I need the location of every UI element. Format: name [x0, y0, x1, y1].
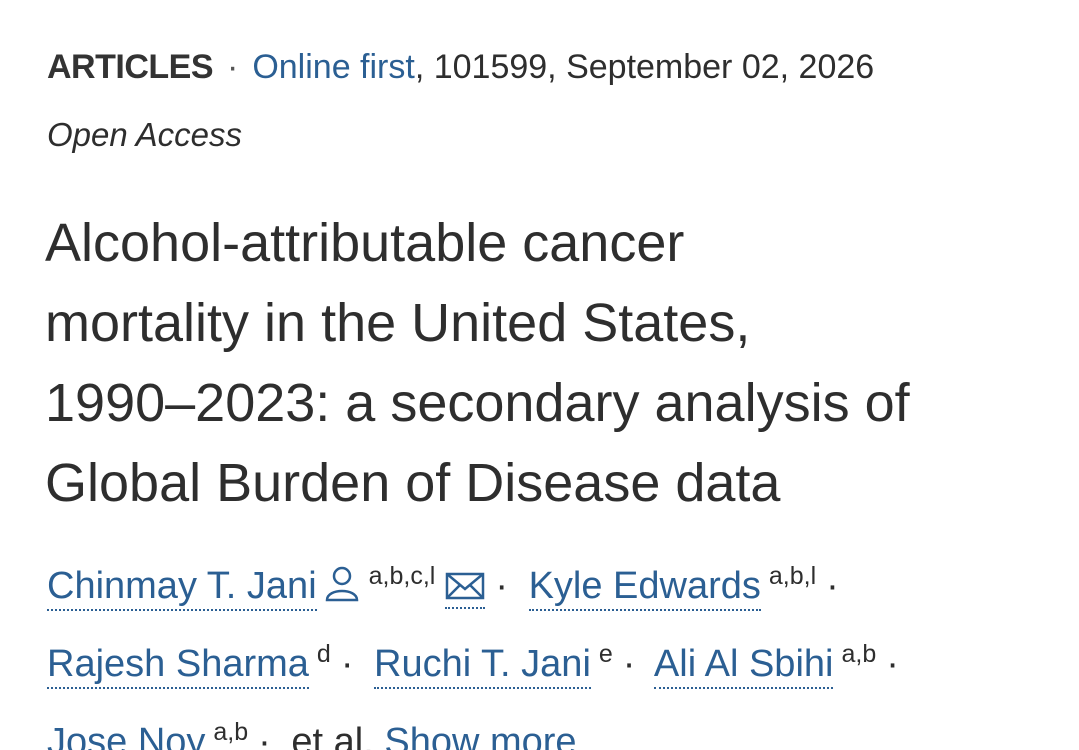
affiliations: a,b [213, 718, 249, 746]
author-name[interactable]: Kyle Edwards [528, 565, 761, 611]
separator: · [227, 48, 239, 86]
affiliations: a,b [841, 640, 877, 668]
section: ARTICLES [47, 48, 214, 86]
separator: · [340, 643, 354, 685]
author-name[interactable]: Chinmay T. Jani [47, 565, 317, 611]
author: Jose Noy a,b [47, 718, 249, 750]
separator: · [622, 643, 636, 685]
affiliations: e [598, 640, 613, 668]
title-line: mortality in the United States, [45, 293, 751, 353]
separator: · [886, 643, 899, 685]
author-name[interactable]: Ruchi T. Jani [374, 643, 591, 689]
person-icon[interactable] [323, 564, 361, 602]
article-title: Alcohol-attributable cancer mortality in … [45, 203, 910, 523]
author: Chinmay T. Jani a,b,c,l [47, 562, 486, 611]
separator: · [258, 721, 271, 750]
separator: · [495, 565, 508, 607]
affiliations: a,b,c,l [368, 562, 436, 590]
email-link[interactable] [445, 565, 486, 609]
title-line: Global Burden of Disease data [45, 453, 781, 513]
author: Ruchi T. Jani e [374, 640, 613, 689]
title-line: Alcohol-attributable cancer [45, 213, 685, 273]
affiliations: a,b,l [768, 562, 817, 590]
author: Ali Al Sbihi a,b [653, 640, 877, 689]
author-name[interactable]: Rajesh Sharma [47, 643, 309, 689]
separator: · [826, 565, 839, 607]
author: Kyle Edwards a,b,l [528, 562, 817, 611]
et-al: et al. [291, 721, 374, 750]
status-link[interactable]: Online first [252, 48, 415, 86]
details: , 101599, September 02, 2026 [414, 48, 875, 86]
title-line: 1990–2023: a secondary analysis of [45, 373, 910, 433]
mail-icon [446, 572, 485, 600]
author-name[interactable]: Jose Noy [47, 721, 206, 750]
author-name[interactable]: Ali Al Sbihi [653, 643, 834, 689]
header-line: ARTICLES · Online first, 101599, September… [47, 48, 874, 87]
author-list: Chinmay T. Jani a,b,c,l · Kyle Edwards a,b,… [47, 542, 1057, 750]
show-more[interactable]: Show more [384, 721, 577, 750]
affiliations: d [316, 640, 331, 668]
author: Rajesh Sharma d [47, 640, 331, 689]
open-access: Open Access [47, 116, 243, 153]
